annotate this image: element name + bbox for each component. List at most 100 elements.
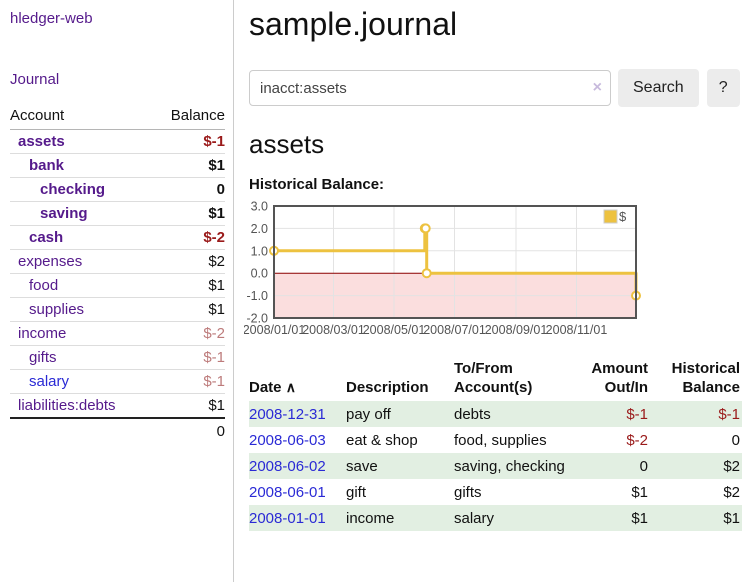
account-balance: $1 — [152, 273, 225, 298]
table-row: 2008-06-03 eat & shop food, supplies $-2 0 — [249, 427, 742, 453]
chart-heading: Historical Balance: — [249, 176, 385, 193]
account-balance: $-1 — [152, 129, 225, 154]
sidebar: hledger-web Journal Account Balance asse… — [0, 0, 234, 582]
account-link[interactable]: salary — [29, 373, 70, 390]
clear-search-icon[interactable]: × — [592, 79, 602, 96]
account-link[interactable]: cash — [29, 229, 64, 246]
account-row: saving $1 — [10, 201, 225, 226]
register-accounts: saving, checking — [454, 458, 565, 475]
account-link[interactable]: bank — [29, 157, 65, 174]
account-heading: assets — [249, 129, 325, 159]
register-col-date[interactable]: Date ∧ — [249, 357, 346, 401]
account-link[interactable]: checking — [40, 181, 106, 198]
accounts-table: Account Balance assets $-1 bank $1 checking 0… — [10, 104, 225, 444]
accounts-total-row: 0 — [10, 417, 225, 444]
account-link[interactable]: food — [29, 277, 59, 294]
account-name-cell: cash — [10, 225, 153, 250]
table-row: 2008-12-31 pay off debts $-1 $-1 — [249, 401, 742, 427]
account-balance: $-1 — [152, 345, 225, 370]
register-header-row: Date ∧ Description To/From Account(s) Am… — [249, 357, 742, 401]
svg-text:2008/09/01: 2008/09/01 — [485, 323, 548, 337]
account-link[interactable]: supplies — [29, 301, 85, 318]
register-balance: 0 — [731, 432, 740, 449]
account-row: expenses $2 — [10, 249, 225, 274]
register-col-accounts: To/From Account(s) — [454, 360, 533, 396]
table-row: 2008-06-01 gift gifts $1 $2 — [249, 479, 742, 505]
register-accounts: debts — [454, 406, 491, 423]
accounts-header-balance: Balance — [152, 104, 225, 130]
account-row: assets $-1 — [10, 129, 225, 154]
account-name-cell: income — [10, 321, 153, 346]
account-balance: 0 — [152, 177, 225, 202]
register-accounts: salary — [454, 510, 495, 527]
accounts-total-spacer — [10, 417, 153, 444]
app-title: hledger-web — [10, 10, 225, 27]
table-row: 2008-06-02 save saving, checking 0 $2 — [249, 453, 742, 479]
svg-text:$: $ — [619, 209, 627, 224]
account-balance: $1 — [152, 153, 225, 178]
svg-text:-1.0: -1.0 — [246, 289, 268, 303]
search-input-wrap: × — [249, 70, 611, 106]
account-name-cell: food — [10, 273, 153, 298]
account-name-cell: bank — [10, 153, 153, 178]
register-date-link[interactable]: 2008-06-01 — [249, 484, 326, 501]
historical-balance-chart: 3.0 2.0 1.0 0.0 -1.0 -2.0 2008/01/01 2008/03/01… — [243, 199, 742, 353]
account-name-cell: liabilities:debts — [10, 394, 152, 419]
search-input[interactable] — [249, 70, 611, 106]
app-title-link[interactable]: hledger-web — [10, 10, 93, 27]
register-col-date-label: Date — [249, 379, 282, 396]
account-name-cell: supplies — [10, 297, 153, 322]
nav-journal-link[interactable]: Journal — [10, 71, 60, 88]
account-name-cell: salary — [10, 369, 153, 394]
register-date-link[interactable]: 2008-01-01 — [249, 510, 326, 527]
register-description: gift — [346, 484, 367, 501]
register-col-balance: Historical Balance — [671, 360, 740, 396]
account-balance: $-2 — [152, 225, 225, 250]
account-row: gifts $-1 — [10, 345, 225, 370]
account-link[interactable]: income — [18, 325, 67, 342]
register-date-link[interactable]: 2008-12-31 — [249, 406, 326, 423]
account-row: salary $-1 — [10, 369, 225, 394]
account-row: food $1 — [10, 273, 225, 298]
svg-text:2008/11/01: 2008/11/01 — [546, 323, 608, 337]
register-balance: $-1 — [718, 406, 740, 423]
account-name-cell: expenses — [10, 249, 153, 274]
svg-text:1.0: 1.0 — [251, 244, 268, 258]
register-description: income — [346, 510, 395, 527]
register-balance: $2 — [723, 484, 740, 501]
register-table: Date ∧ Description To/From Account(s) Am… — [249, 357, 742, 531]
account-link[interactable]: expenses — [18, 253, 83, 270]
page-title: sample.journal — [249, 6, 458, 42]
register-date-link[interactable]: 2008-06-02 — [249, 458, 326, 475]
svg-text:2008/05/01: 2008/05/01 — [363, 323, 426, 337]
account-name-cell: checking — [10, 177, 153, 202]
account-link[interactable]: gifts — [29, 349, 57, 366]
account-name-cell: assets — [10, 129, 153, 154]
account-row: liabilities:debts $1 — [10, 394, 225, 419]
register-description: save — [346, 458, 378, 475]
register-date-link[interactable]: 2008-06-03 — [249, 432, 326, 449]
register-accounts: food, supplies — [454, 432, 547, 449]
accounts-header-account: Account — [10, 104, 153, 130]
register-amount: 0 — [639, 458, 648, 475]
account-link[interactable]: liabilities:debts — [18, 397, 116, 414]
account-link[interactable]: saving — [40, 205, 88, 222]
account-row: checking 0 — [10, 177, 225, 202]
svg-text:0.0: 0.0 — [251, 267, 268, 281]
sidebar-nav: Journal — [10, 71, 225, 88]
register-description: eat & shop — [346, 432, 418, 449]
svg-text:2008/07/01: 2008/07/01 — [423, 323, 486, 337]
register-date-cell: 2008-06-02 — [249, 453, 346, 479]
register-date-cell: 2008-06-03 — [249, 427, 346, 453]
account-balance: $-2 — [152, 321, 225, 346]
register-col-amount: Amount Out/In — [591, 360, 648, 396]
sort-ascending-icon: ∧ — [285, 379, 296, 395]
help-button[interactable]: ? — [706, 69, 740, 107]
main-content: sample.journal × Search ? assets Histori… — [234, 0, 742, 582]
search-button[interactable]: Search — [618, 69, 699, 107]
svg-text:2008/03/01: 2008/03/01 — [302, 323, 365, 337]
account-link[interactable]: assets — [18, 133, 65, 150]
account-row: income $-2 — [10, 321, 225, 346]
account-balance: $2 — [152, 249, 225, 274]
